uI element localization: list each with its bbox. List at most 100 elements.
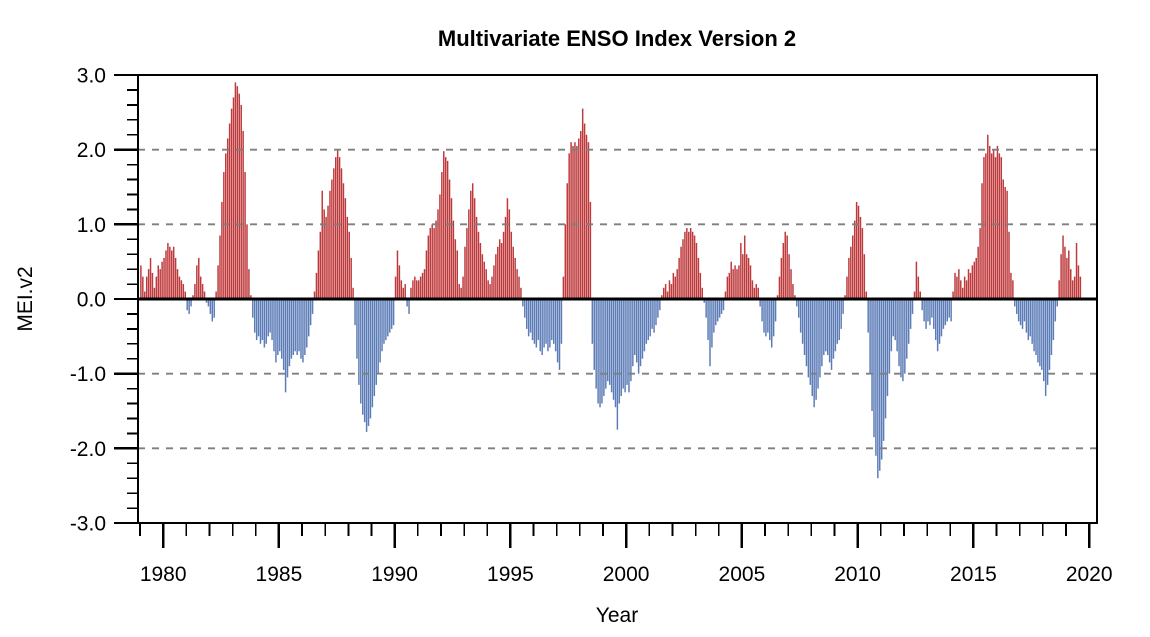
x-tick-label: 2005 [719, 563, 766, 586]
mei-bar [551, 299, 553, 341]
mei-bar [149, 257, 152, 299]
mei-bar [869, 299, 871, 374]
mei-bar [1035, 299, 1037, 355]
mei-bar [774, 299, 777, 322]
mei-bar [871, 299, 873, 411]
mei-bar [394, 276, 397, 299]
mei-bar [788, 254, 790, 299]
x-tick-label: 2000 [603, 563, 650, 586]
mei-bar [456, 250, 459, 299]
mei-bar [1056, 299, 1058, 307]
mei-bar [1000, 157, 1003, 299]
mei-bar [471, 183, 474, 299]
mei-bar [801, 299, 804, 344]
mei-bar [282, 299, 285, 370]
mei-bar [691, 231, 694, 299]
mei-bar [898, 299, 900, 367]
mei-bar [907, 299, 910, 344]
mei-bar [886, 299, 889, 397]
mei-bar [743, 235, 746, 299]
mei-bar [562, 276, 565, 299]
mei-bar [799, 299, 802, 333]
y-tick-label: 2.0 [77, 139, 106, 162]
mei-bar [269, 299, 271, 333]
mei-bar [747, 257, 750, 299]
mei-bar [188, 299, 190, 314]
x-tick-label: 1985 [256, 563, 303, 586]
mei-bar [537, 299, 540, 341]
mei-bar [311, 299, 314, 314]
mei-bar [672, 272, 675, 299]
mei-bar [560, 299, 563, 344]
mei-bar [485, 269, 487, 299]
mei-bar [794, 295, 796, 299]
mei-bar [728, 272, 731, 299]
mei-bar [226, 138, 229, 299]
mei-bar [846, 276, 848, 299]
mei-bar [682, 239, 684, 299]
mei-bar [462, 276, 464, 299]
mei-bar [803, 299, 806, 355]
mei-bar [186, 299, 188, 311]
mei-bar [757, 287, 759, 299]
mei-bar [630, 299, 632, 382]
mei-bar [772, 299, 775, 337]
mei-bar [1025, 299, 1028, 333]
mei-bar [172, 246, 175, 299]
mei-bar [1012, 280, 1014, 299]
mei-bar [377, 299, 379, 374]
mei-bar [842, 299, 844, 314]
mei-bar [248, 269, 250, 299]
mei-bar [568, 153, 570, 299]
mei-bar [755, 284, 758, 299]
mei-bar [1058, 280, 1060, 299]
mei-bar [539, 299, 541, 352]
y-tick-label: -1.0 [70, 363, 106, 386]
mei-bar [643, 299, 646, 352]
y-axis-title: MEI.v2 [14, 266, 37, 331]
mei-bar [763, 299, 765, 333]
mei-bar [857, 205, 860, 299]
mei-bar [811, 299, 813, 397]
mei-bar [765, 299, 767, 337]
mei-bar [317, 250, 320, 299]
mei-bar [595, 299, 597, 389]
mei-bar [740, 243, 742, 299]
mei-bar [786, 235, 788, 299]
chart-title: Multivariate ENSO Index Version 2 [438, 26, 796, 51]
mei-bar [805, 299, 808, 367]
mei-bar [554, 299, 557, 352]
mei-bar [313, 291, 316, 299]
mei-bar [325, 216, 327, 299]
mei-bar [159, 269, 161, 299]
mei-bar [211, 299, 214, 322]
mei-bar [167, 243, 169, 299]
mei-bar [155, 276, 158, 299]
mei-bar [498, 239, 501, 299]
mei-bar [635, 299, 638, 363]
mei-bar [778, 276, 781, 299]
y-tick-label: 0.0 [77, 289, 106, 312]
mei-bar [508, 209, 511, 299]
mei-bar [346, 216, 349, 299]
mei-bar [971, 265, 974, 299]
y-tick-label: -2.0 [70, 438, 106, 461]
mei-bar [931, 299, 933, 318]
mei-bar [576, 145, 578, 299]
mei-bar [400, 280, 403, 299]
mei-bar [944, 299, 947, 326]
mei-bar [171, 250, 173, 299]
mei-bar [234, 82, 237, 299]
mei-bar [257, 299, 260, 337]
mei-bar [429, 228, 431, 299]
mei-bar [933, 299, 935, 329]
mei-bar [1027, 299, 1030, 341]
y-axis-tick-labels: -3.0 -2.0 -1.0 0.0 1.0 2.0 3.0 [70, 65, 106, 536]
mei-bar [1077, 265, 1080, 299]
mei-bar [911, 299, 914, 314]
mei-bar [288, 299, 291, 367]
mei-bar [178, 276, 181, 299]
mei-bar [641, 299, 644, 359]
mei-bar [1039, 299, 1041, 367]
mei-bar [525, 299, 528, 329]
